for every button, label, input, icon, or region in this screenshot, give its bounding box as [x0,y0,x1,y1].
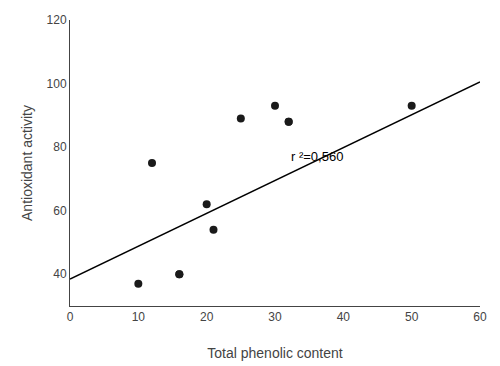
svg-text:30: 30 [268,310,282,324]
svg-text:100: 100 [47,77,67,91]
svg-text:60: 60 [473,310,487,324]
svg-text:Antioxidant activity: Antioxidant activity [19,105,35,221]
svg-text:40: 40 [337,310,351,324]
svg-text:60: 60 [53,204,67,218]
svg-text:120: 120 [47,13,67,27]
svg-text:10: 10 [132,310,146,324]
svg-text:Total phenolic content: Total phenolic content [207,345,343,361]
svg-text:50: 50 [405,310,419,324]
svg-text:20: 20 [200,310,214,324]
svg-text:r ²=0,560: r ²=0,560 [291,149,343,164]
svg-text:40: 40 [53,267,67,281]
svg-text:80: 80 [53,140,67,154]
svg-text:0: 0 [67,310,74,324]
